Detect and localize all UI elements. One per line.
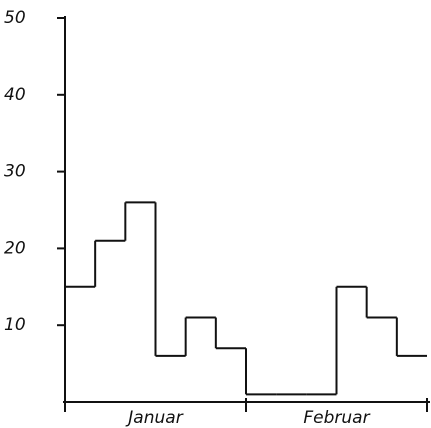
y-tick-label: 10 xyxy=(4,315,26,335)
x-group-label: Januar xyxy=(125,408,183,428)
y-tick-label: 30 xyxy=(4,162,26,182)
y-tick-label: 20 xyxy=(4,238,26,258)
y-tick-label: 40 xyxy=(4,85,26,105)
y-tick-label: 50 xyxy=(4,8,26,28)
x-group-label: Februar xyxy=(303,408,370,428)
